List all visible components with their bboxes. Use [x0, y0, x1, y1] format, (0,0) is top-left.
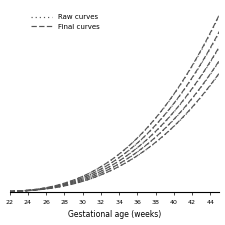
Legend: Raw curves, Final curves: Raw curves, Final curves	[30, 13, 101, 31]
X-axis label: Gestational age (weeks): Gestational age (weeks)	[68, 210, 161, 219]
